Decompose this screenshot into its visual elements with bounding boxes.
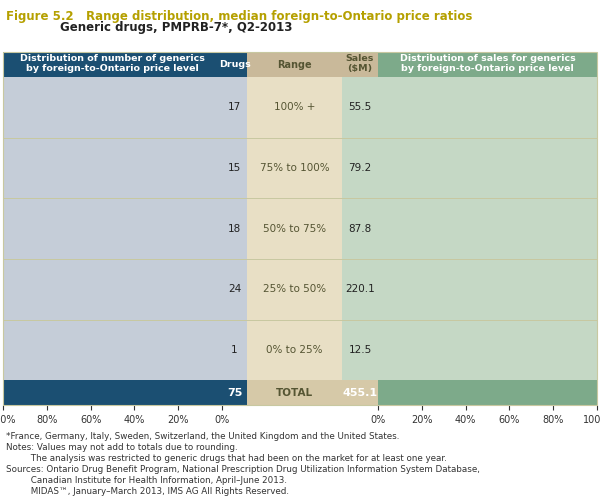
- Bar: [172, 92, 222, 128]
- Text: 19.3%: 19.3%: [424, 236, 454, 246]
- Text: Sources: Ontario Drug Benefit Program, National Prescription Drug Utilization In: Sources: Ontario Drug Benefit Program, N…: [6, 465, 480, 474]
- Text: ($M): ($M): [347, 64, 373, 73]
- Text: 32.0%: 32.0%: [119, 302, 150, 312]
- Text: 24.0%: 24.0%: [137, 236, 167, 246]
- Text: 0% to 25%: 0% to 25%: [266, 345, 323, 355]
- Bar: [378, 354, 384, 390]
- Text: MIDAS™, January–March 2013, IMS AG All Rights Reserved.: MIDAS™, January–March 2013, IMS AG All R…: [6, 487, 289, 496]
- Text: 22.7%: 22.7%: [139, 105, 170, 115]
- Text: 50% to 75%: 50% to 75%: [263, 224, 326, 234]
- Text: 75: 75: [227, 388, 242, 398]
- Text: 24: 24: [228, 284, 241, 294]
- Bar: [378, 158, 416, 193]
- Text: 79.2: 79.2: [349, 163, 371, 173]
- Text: by foreign-to-Ontario price level: by foreign-to-Ontario price level: [26, 64, 199, 73]
- Text: 17: 17: [228, 102, 241, 112]
- Text: 12.5: 12.5: [349, 345, 371, 355]
- Text: 87.8: 87.8: [349, 224, 371, 234]
- Bar: [378, 92, 405, 128]
- Text: 18: 18: [228, 224, 241, 234]
- Text: *France, Germany, Italy, Sweden, Switzerland, the United Kingdom and the United : *France, Germany, Italy, Sweden, Switzer…: [6, 432, 400, 441]
- Text: 75% to 100%: 75% to 100%: [260, 163, 329, 173]
- Bar: [378, 289, 484, 325]
- Text: Range: Range: [277, 60, 312, 70]
- Text: 220.1: 220.1: [345, 284, 375, 294]
- Text: 15: 15: [228, 163, 241, 173]
- Bar: [219, 354, 222, 390]
- Text: 55.5: 55.5: [349, 102, 371, 112]
- Text: TOTAL: TOTAL: [276, 388, 313, 398]
- Text: 25% to 50%: 25% to 50%: [263, 284, 326, 294]
- Bar: [152, 289, 222, 325]
- Text: 2.7%: 2.7%: [387, 367, 412, 377]
- Text: Distribution of number of generics: Distribution of number of generics: [20, 54, 205, 63]
- Text: Distribution of sales for generics: Distribution of sales for generics: [400, 54, 575, 63]
- Bar: [378, 223, 420, 259]
- Text: 17.4%: 17.4%: [419, 170, 450, 180]
- Bar: [169, 223, 222, 259]
- Text: 455.1: 455.1: [343, 388, 377, 398]
- Text: The analysis was restricted to generic drugs that had been on the market for at : The analysis was restricted to generic d…: [6, 454, 447, 463]
- Text: Drugs: Drugs: [219, 60, 250, 69]
- Text: 100% +: 100% +: [274, 102, 315, 112]
- Text: Generic drugs, PMPRB-7*, Q2-2013: Generic drugs, PMPRB-7*, Q2-2013: [60, 21, 292, 34]
- Text: 20.0%: 20.0%: [145, 170, 176, 180]
- Text: 12.2%: 12.2%: [408, 105, 439, 115]
- Text: Sales: Sales: [346, 54, 374, 63]
- Text: Figure 5.2   Range distribution, median foreign-to-Ontario price ratios: Figure 5.2 Range distribution, median fo…: [6, 10, 472, 23]
- Bar: [178, 158, 222, 193]
- Text: 48.4%: 48.4%: [487, 302, 518, 312]
- Text: Canadian Institute for Health Information, April–June 2013.: Canadian Institute for Health Informatio…: [6, 476, 287, 485]
- Text: 1.3%: 1.3%: [193, 367, 217, 377]
- Text: 1: 1: [231, 345, 238, 355]
- Text: by foreign-to-Ontario price level: by foreign-to-Ontario price level: [401, 64, 574, 73]
- Text: Notes: Values may not add to totals due to rounding.: Notes: Values may not add to totals due …: [6, 443, 238, 452]
